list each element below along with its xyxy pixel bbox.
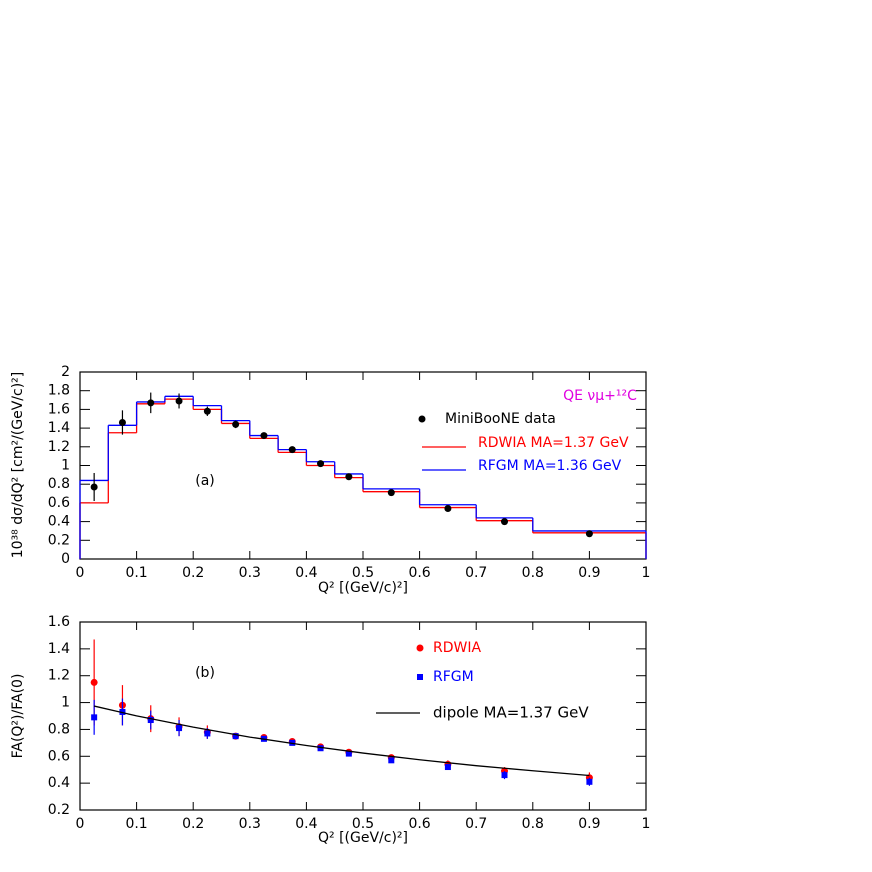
annotation: QE νμ+¹²C bbox=[563, 388, 637, 404]
data-point bbox=[175, 397, 183, 405]
y-tick-label: 0.8 bbox=[48, 721, 70, 737]
legend-label: dipole MA=1.37 GeV bbox=[433, 704, 589, 722]
data-point bbox=[90, 483, 98, 491]
x-tick-label: 0.1 bbox=[125, 816, 147, 832]
x-tick-label: 0.5 bbox=[352, 816, 374, 832]
data-point bbox=[586, 778, 593, 785]
data-point bbox=[387, 489, 395, 497]
legend-label: MiniBooNE data bbox=[445, 411, 556, 427]
y-tick-label: 0.6 bbox=[48, 495, 70, 511]
x-tick-label: 0.4 bbox=[295, 816, 317, 832]
y-tick-label: 0.6 bbox=[48, 748, 70, 764]
y-axis-label: FA(Q²)/FA(0) bbox=[10, 674, 26, 759]
x-tick-label: 0.5 bbox=[352, 565, 374, 581]
x-tick-label: 0.1 bbox=[125, 565, 147, 581]
y-tick-label: 2 bbox=[61, 364, 70, 380]
x-tick-label: 0.3 bbox=[239, 816, 261, 832]
data-point bbox=[118, 418, 126, 426]
data-point bbox=[147, 717, 154, 724]
y-tick-label: 1.2 bbox=[48, 668, 70, 684]
x-tick-label: 0.8 bbox=[522, 565, 544, 581]
x-tick-label: 0 bbox=[76, 565, 85, 581]
data-point bbox=[585, 530, 593, 538]
y-tick-label: 0.4 bbox=[48, 775, 70, 791]
y-tick-label: 0.4 bbox=[48, 514, 70, 530]
x-tick-label: 1 bbox=[642, 816, 651, 832]
x-tick-label: 0.8 bbox=[522, 816, 544, 832]
x-tick-label: 0.6 bbox=[408, 816, 430, 832]
data-point bbox=[345, 750, 352, 757]
y-axis-label: 10³⁸ dσ/dQ² [cm²/(GeV/c)²] bbox=[10, 372, 26, 559]
annotation: (a) bbox=[195, 473, 215, 489]
data-point bbox=[501, 518, 508, 526]
x-tick-label: 0 bbox=[76, 816, 85, 832]
data-point bbox=[232, 420, 240, 428]
y-tick-label: 0.2 bbox=[48, 802, 70, 818]
y-tick-label: 1.4 bbox=[48, 420, 70, 436]
x-tick-label: 0.2 bbox=[182, 565, 204, 581]
data-point bbox=[260, 432, 268, 440]
x-axis-label: Q² [(GeV/c)²] bbox=[318, 580, 408, 596]
data-point bbox=[147, 399, 155, 407]
x-tick-label: 0.3 bbox=[239, 565, 261, 581]
y-tick-label: 1.6 bbox=[48, 401, 70, 417]
legend-label: RDWIA bbox=[433, 640, 481, 656]
dipole-curve bbox=[94, 705, 590, 777]
y-tick-label: 1.8 bbox=[48, 383, 70, 399]
x-tick-label: 1 bbox=[642, 565, 651, 581]
x-tick-label: 0.9 bbox=[578, 565, 600, 581]
legend-marker bbox=[417, 674, 423, 680]
y-tick-label: 1.4 bbox=[48, 641, 70, 657]
legend-marker bbox=[416, 644, 424, 652]
x-tick-label: 0.7 bbox=[465, 565, 487, 581]
y-tick-label: 0.2 bbox=[48, 532, 70, 548]
x-tick-label: 0.6 bbox=[408, 565, 430, 581]
y-tick-label: 1.2 bbox=[48, 439, 70, 455]
y-tick-label: 0 bbox=[61, 551, 70, 567]
data-point bbox=[203, 407, 211, 415]
y-tick-label: 1.6 bbox=[48, 614, 70, 630]
data-point bbox=[90, 678, 98, 686]
y-tick-label: 0.8 bbox=[48, 476, 70, 492]
legend-marker bbox=[418, 415, 426, 423]
data-point bbox=[317, 745, 324, 752]
annotation: (b) bbox=[195, 665, 215, 681]
x-axis-label: Q² [(GeV/c)²] bbox=[318, 830, 408, 846]
y-tick-label: 1 bbox=[61, 695, 70, 711]
data-point bbox=[288, 446, 296, 454]
x-tick-label: 0.7 bbox=[465, 816, 487, 832]
data-point bbox=[345, 473, 353, 481]
data-point bbox=[317, 460, 325, 468]
y-tick-label: 1 bbox=[61, 458, 70, 474]
data-point bbox=[91, 714, 98, 721]
legend-label: RFGM bbox=[433, 669, 474, 685]
x-tick-label: 0.4 bbox=[295, 565, 317, 581]
data-point bbox=[444, 505, 452, 513]
x-tick-label: 0.9 bbox=[578, 816, 600, 832]
data-point bbox=[232, 733, 239, 740]
data-point bbox=[204, 730, 211, 737]
data-point bbox=[501, 772, 508, 779]
legend-label: RFGM MA=1.36 GeV bbox=[478, 458, 622, 474]
data-point bbox=[388, 757, 395, 764]
legend-label: RDWIA MA=1.37 GeV bbox=[478, 435, 629, 451]
x-tick-label: 0.2 bbox=[182, 816, 204, 832]
data-point bbox=[176, 725, 183, 732]
data-point bbox=[444, 764, 451, 771]
